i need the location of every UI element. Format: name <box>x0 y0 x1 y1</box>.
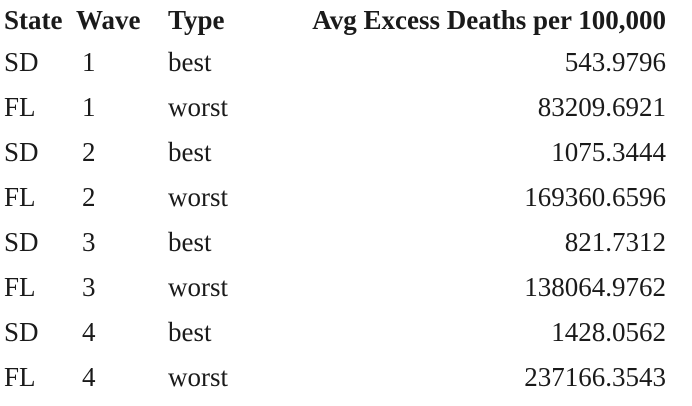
cell-type: best <box>168 227 212 257</box>
table-row: FL 1 worst 83209.6921 <box>4 85 666 130</box>
cell-wave: 3 <box>82 227 96 257</box>
table-row: SD 1 best 543.9796 <box>4 40 666 85</box>
cell-type: worst <box>168 362 228 392</box>
cell-avg: 1075.3444 <box>551 137 666 167</box>
table-row: SD 3 best 821.7312 <box>4 220 666 265</box>
cell-avg: 138064.9762 <box>524 272 666 302</box>
header-type: Type <box>168 5 225 35</box>
cell-type: worst <box>168 272 228 302</box>
cell-type: worst <box>168 92 228 122</box>
header-avg-excess-deaths: Avg Excess Deaths per 100,000 <box>312 5 666 35</box>
cell-wave: 4 <box>82 362 96 392</box>
excess-deaths-table: State Wave Type Avg Excess Deaths per 10… <box>4 0 666 400</box>
cell-state: FL <box>4 92 36 122</box>
cell-type: worst <box>168 182 228 212</box>
cell-wave: 1 <box>82 47 96 77</box>
cell-wave: 2 <box>82 137 96 167</box>
cell-state: FL <box>4 182 36 212</box>
table-row: FL 2 worst 169360.6596 <box>4 175 666 220</box>
table-body: SD 1 best 543.9796 FL 1 worst 83209.6921… <box>4 40 666 400</box>
header-state: State <box>4 5 63 35</box>
cell-wave: 4 <box>82 317 96 347</box>
cell-state: SD <box>4 227 39 257</box>
table-row: SD 2 best 1075.3444 <box>4 130 666 175</box>
cell-type: best <box>168 137 212 167</box>
cell-wave: 2 <box>82 182 96 212</box>
cell-type: best <box>168 317 212 347</box>
table-header: State Wave Type Avg Excess Deaths per 10… <box>4 0 666 40</box>
cell-avg: 169360.6596 <box>524 182 666 212</box>
cell-wave: 1 <box>82 92 96 122</box>
cell-state: FL <box>4 272 36 302</box>
cell-avg: 237166.3543 <box>524 362 666 392</box>
cell-avg: 821.7312 <box>564 227 666 257</box>
header-wave: Wave <box>76 5 141 35</box>
header-row: State Wave Type Avg Excess Deaths per 10… <box>4 0 666 40</box>
table-row: SD 4 best 1428.0562 <box>4 310 666 355</box>
cell-wave: 3 <box>82 272 96 302</box>
cell-avg: 543.9796 <box>564 47 666 77</box>
cell-state: FL <box>4 362 36 392</box>
cell-state: SD <box>4 137 39 167</box>
cell-avg: 1428.0562 <box>551 317 666 347</box>
cell-state: SD <box>4 317 39 347</box>
cell-state: SD <box>4 47 39 77</box>
cell-type: best <box>168 47 212 77</box>
cell-avg: 83209.6921 <box>537 92 666 122</box>
table-row: FL 3 worst 138064.9762 <box>4 265 666 310</box>
table-row: FL 4 worst 237166.3543 <box>4 355 666 400</box>
